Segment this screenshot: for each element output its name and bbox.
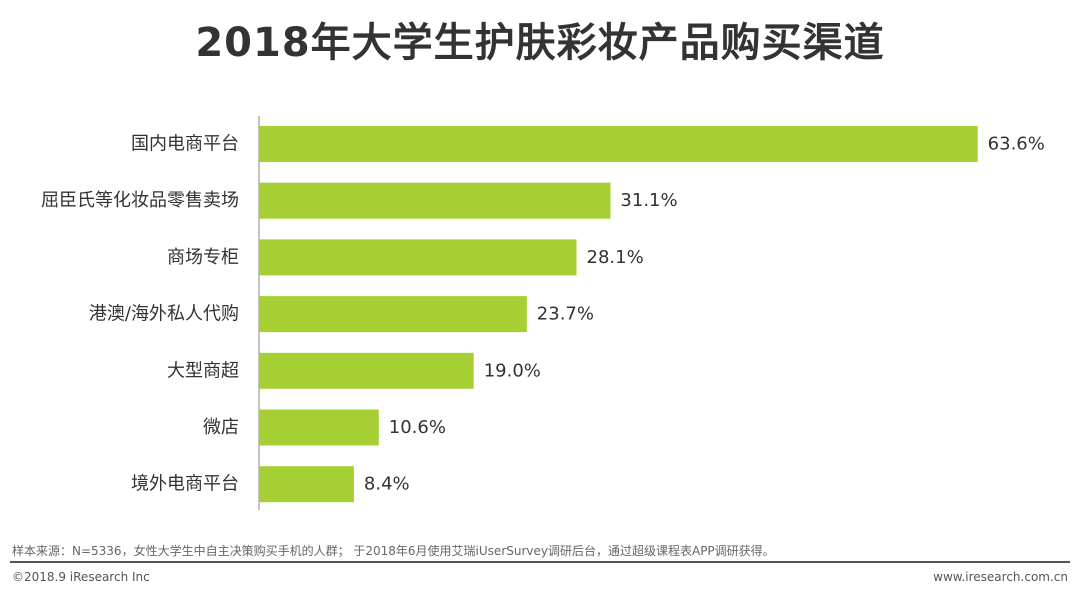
bar <box>259 409 379 446</box>
bar-chart: 国内电商平台 63.6% 屈臣氏等化妆品零售卖场 31.1% 商场专柜 28.1% 港澳/海… <box>41 116 1045 510</box>
bar <box>259 466 354 503</box>
bar-value-label: 19.0% <box>484 360 541 381</box>
category-label: 商场专柜 <box>167 247 239 268</box>
copyright-text: ©2018.9 iResearch Inc <box>12 570 150 584</box>
category-label: 屈臣氏等化妆品零售卖场 <box>41 190 239 211</box>
footer-divider <box>10 561 1070 563</box>
bar <box>259 296 527 333</box>
bar-value-label: 23.7% <box>537 304 594 325</box>
bar-value-label: 10.6% <box>389 417 446 438</box>
category-label: 国内电商平台 <box>131 134 239 155</box>
bar <box>259 182 611 219</box>
category-label: 微店 <box>203 417 239 438</box>
bar-value-label: 8.4% <box>364 474 410 495</box>
source-footnote: 样本来源：N=5336，女性大学生中自主决策购买手机的人群； 于2018年6月使… <box>12 544 775 558</box>
bar <box>259 126 978 162</box>
bar <box>259 352 474 389</box>
bar-value-label: 28.1% <box>587 247 644 268</box>
category-label: 港澳/海外私人代购 <box>89 304 239 325</box>
bar-value-label: 31.1% <box>620 190 677 211</box>
category-label: 境外电商平台 <box>131 474 239 495</box>
chart-title: 2018年大学生护肤彩妆产品购买渠道 <box>195 20 885 66</box>
website-link[interactable]: www.iresearch.com.cn <box>933 570 1068 584</box>
bar <box>259 239 577 276</box>
bar-value-label: 63.6% <box>988 134 1045 155</box>
category-label: 大型商超 <box>167 360 239 381</box>
